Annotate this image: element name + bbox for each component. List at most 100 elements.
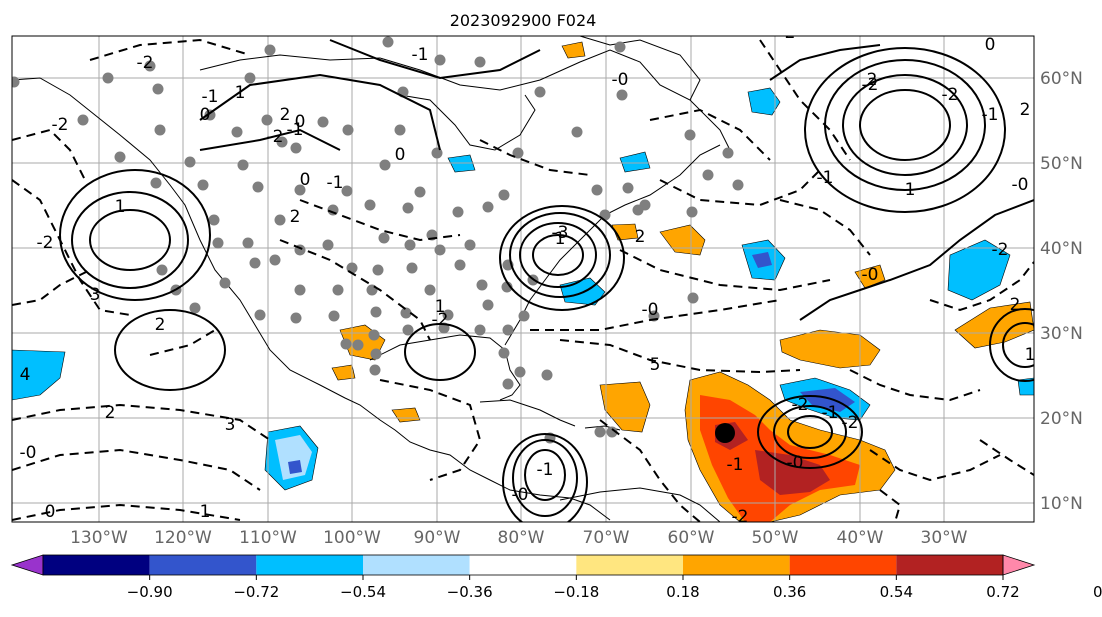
coast-sa xyxy=(559,487,721,522)
contour-label: -1 xyxy=(287,120,304,140)
contour-label: -2 xyxy=(267,127,284,147)
lat-label: 20°N xyxy=(1040,409,1083,429)
shade-orange-30nb xyxy=(854,264,886,289)
contour-high-atl-2 xyxy=(842,74,968,176)
contour-label: -2 xyxy=(37,233,54,253)
contour-label: -2 xyxy=(862,75,879,95)
colorbar-swatch xyxy=(43,555,150,575)
dash-18 xyxy=(929,261,1034,312)
shade-navy-mex xyxy=(288,460,302,474)
colorbar-tick-label: −0.54 xyxy=(340,583,386,601)
dash-20 xyxy=(149,329,216,356)
contour-label: 1 xyxy=(115,197,126,217)
contour-label: 0 xyxy=(985,35,996,55)
contour-ring-mid xyxy=(114,309,226,391)
lon-label: 130°W xyxy=(70,528,128,548)
contour-label: -1 xyxy=(982,105,999,125)
shade-blue-e2 xyxy=(1017,377,1034,396)
colorbar-swatch xyxy=(149,555,257,575)
lon-label: 100°W xyxy=(323,528,381,548)
coastlines xyxy=(12,36,731,522)
coast-gulf xyxy=(369,334,521,401)
contour-label: -2 xyxy=(842,413,859,433)
contour-high-carib-1 xyxy=(524,449,566,501)
contour-high-20n-3 xyxy=(757,395,863,469)
dash-13 xyxy=(299,199,461,242)
map-frame xyxy=(11,35,1035,523)
station-markers xyxy=(12,36,744,444)
colorbar-swatch xyxy=(469,555,577,575)
contour-label: 0 xyxy=(395,145,406,165)
contour-label: 0 xyxy=(200,105,211,125)
contour-high-pac-2 xyxy=(71,191,189,289)
shade-navy-atl xyxy=(800,388,855,412)
dash-16 xyxy=(869,449,1001,482)
contour-label: -0 xyxy=(512,485,529,505)
shade-blue-lab2 xyxy=(619,151,651,173)
colorbar-swatch xyxy=(363,555,470,575)
colorbar-tick-label: −0.72 xyxy=(233,583,279,601)
contour-label: -0 xyxy=(612,70,629,90)
colorbar-tick-label: 0.18 xyxy=(666,583,699,601)
lon-label: 30°W xyxy=(921,528,968,548)
coast-cuba xyxy=(479,399,576,427)
contour-label: -0 xyxy=(787,453,804,473)
contour-label: -3 xyxy=(552,223,569,243)
lon-label: 120°W xyxy=(154,528,212,548)
shade-orange-30n xyxy=(779,329,881,369)
shade-orange-gulf2 xyxy=(331,364,356,381)
shade-orange-e xyxy=(954,301,1034,349)
contour-high-20n-1 xyxy=(787,415,833,449)
contour-label: 2 xyxy=(1020,100,1031,120)
lat-label: 60°N xyxy=(1040,69,1083,89)
shade-blue-east xyxy=(947,239,1011,301)
dash-21 xyxy=(479,139,591,176)
contour-label: -0 xyxy=(20,443,37,463)
lon-label: 70°W xyxy=(583,528,630,548)
contour-high-atl-4 xyxy=(804,47,1006,213)
contour-label: 1 xyxy=(1025,345,1036,365)
contour-label: -2 xyxy=(792,395,809,415)
dash-15 xyxy=(599,419,701,522)
contour-label: 1 xyxy=(235,83,246,103)
contour-high-pac-1 xyxy=(89,209,171,271)
contour-ne-2 xyxy=(769,44,881,81)
dash-24 xyxy=(979,439,1034,476)
contour-label: -0 xyxy=(642,300,659,320)
contour-label: 3 xyxy=(225,415,236,435)
contour-north-2 xyxy=(329,39,541,80)
contour-label: -0 xyxy=(862,265,879,285)
contour-label: 2 xyxy=(155,315,166,335)
contour-label: -0 xyxy=(1012,175,1029,195)
contour-label: -2 xyxy=(942,85,959,105)
dash-10 xyxy=(619,249,831,292)
shade-orange-ne xyxy=(561,41,586,59)
contour-label: 5 xyxy=(650,355,661,375)
colorbar-swatch xyxy=(789,555,897,575)
lon-label: 80°W xyxy=(498,528,545,548)
contour-label: 2 xyxy=(867,70,878,90)
colorbar-tick-label: −0.18 xyxy=(553,583,599,601)
contour-label: -2 xyxy=(432,310,449,330)
lon-label: 110°W xyxy=(239,528,297,548)
contour-label: -1 xyxy=(202,87,219,107)
contour-high-ne-1 xyxy=(532,234,584,276)
contour-label: -2 xyxy=(137,53,154,73)
contour-high-carib-3 xyxy=(502,433,588,522)
coast-hudson xyxy=(399,94,536,151)
dash-14 xyxy=(279,239,431,341)
contour-label: -1 xyxy=(817,168,834,188)
contour-high-ne-4 xyxy=(499,205,625,311)
dash-25 xyxy=(879,489,902,522)
contour-label: -1 xyxy=(822,403,839,423)
contour-label: 1 xyxy=(555,229,566,249)
colorbar: −0.90 −0.72 −0.54 −0.36 −0.18 0.18 0.36 0.54 0.7… xyxy=(10,554,1102,601)
colorbar-swatch xyxy=(896,555,1003,575)
lat-label: 40°N xyxy=(1040,239,1083,259)
shade-darkred-1 xyxy=(755,450,830,495)
lat-label: 50°N xyxy=(1040,154,1083,174)
contour-label: -1 xyxy=(327,173,344,193)
